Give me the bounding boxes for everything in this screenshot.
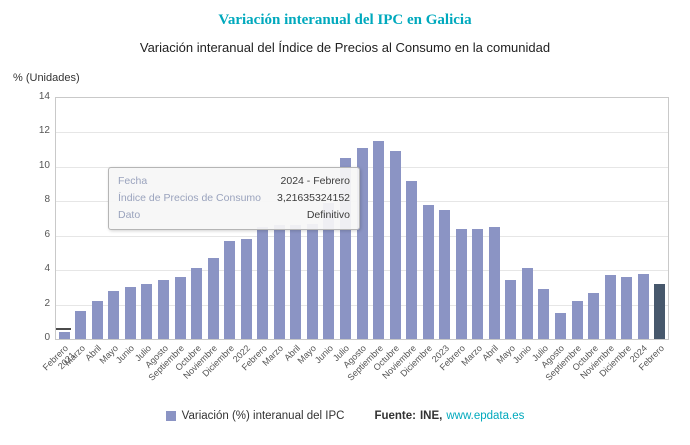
- bar-highlighted[interactable]: [654, 283, 666, 339]
- tooltip-label-indice: Índice de Precios de Consumo: [118, 192, 261, 204]
- y-tick-label: 6: [44, 228, 50, 240]
- bar[interactable]: [422, 204, 434, 339]
- bar[interactable]: [257, 227, 269, 339]
- bar[interactable]: [554, 313, 566, 339]
- stray-mark: [56, 328, 71, 330]
- bar[interactable]: [124, 287, 136, 339]
- y-axis-unit-label: % (Unidades): [13, 72, 80, 84]
- bar[interactable]: [439, 209, 451, 339]
- bar[interactable]: [488, 227, 500, 339]
- bar[interactable]: [339, 158, 351, 339]
- bar[interactable]: [224, 240, 236, 339]
- bar[interactable]: [75, 311, 87, 339]
- epdata-link[interactable]: www.epdata.es: [446, 410, 525, 422]
- bar[interactable]: [191, 268, 203, 339]
- tooltip-row: Dato Definitivo: [118, 207, 350, 224]
- legend: Variación (%) interanual del IPC Fuente:…: [0, 410, 690, 422]
- bar[interactable]: [91, 301, 103, 339]
- y-tick-label: 2: [44, 297, 50, 309]
- y-tick-label: 10: [38, 159, 50, 171]
- tooltip-row: Fecha 2024 - Febrero: [118, 173, 350, 190]
- y-tick-label: 12: [38, 125, 50, 137]
- page-title: Variación interanual del IPC en Galicia: [218, 12, 472, 28]
- bar[interactable]: [240, 239, 252, 339]
- bar[interactable]: [290, 225, 302, 339]
- source-label: Fuente:: [374, 410, 416, 422]
- legend-series-label[interactable]: Variación (%) interanual del IPC: [181, 410, 345, 422]
- bar[interactable]: [108, 290, 120, 339]
- y-tick-label: 0: [44, 332, 50, 343]
- bar[interactable]: [406, 180, 418, 339]
- bar[interactable]: [373, 141, 385, 339]
- bar[interactable]: [158, 280, 169, 339]
- bar[interactable]: [588, 292, 600, 339]
- source-value: INE,: [419, 410, 443, 422]
- bar[interactable]: [621, 277, 633, 339]
- tooltip-value-indice: 3,21635324152: [277, 192, 350, 204]
- plot-area: [55, 97, 669, 340]
- bar[interactable]: [472, 228, 484, 339]
- bar[interactable]: [207, 258, 219, 339]
- bar[interactable]: [637, 273, 649, 339]
- tooltip-value-dato: Definitivo: [306, 209, 350, 221]
- bar[interactable]: [521, 268, 533, 339]
- tooltip-label-fecha: Fecha: [118, 175, 148, 187]
- bar[interactable]: [356, 147, 368, 339]
- bar[interactable]: [323, 203, 335, 339]
- bar[interactable]: [273, 225, 285, 339]
- gridline: [56, 132, 668, 134]
- bar[interactable]: [306, 223, 318, 339]
- y-tick-label: 8: [44, 194, 50, 206]
- tooltip: Fecha 2024 - Febrero Índice de Precios d…: [108, 167, 360, 230]
- bar[interactable]: [571, 301, 583, 339]
- y-tick-label: 14: [38, 91, 50, 102]
- x-axis-labels: Febrero 2021 Marzo Abril Mayo Junio Julio Agos…: [41, 341, 667, 421]
- bar[interactable]: [604, 275, 616, 339]
- y-tick-label: 4: [44, 263, 50, 275]
- chart-subtitle: Variación interanual del Índice de Preci…: [139, 40, 551, 55]
- bar[interactable]: [58, 332, 70, 339]
- tooltip-row: Índice de Precios de Consumo 3,216353241…: [118, 190, 350, 207]
- tooltip-value-fecha: 2024 - Febrero: [280, 175, 350, 187]
- bar[interactable]: [389, 151, 401, 339]
- bar[interactable]: [141, 283, 153, 339]
- bar[interactable]: [455, 228, 467, 339]
- bar[interactable]: [505, 280, 517, 339]
- tooltip-label-dato: Dato: [118, 209, 141, 221]
- legend-swatch[interactable]: [165, 411, 176, 421]
- bar[interactable]: [538, 289, 550, 339]
- bar[interactable]: [174, 277, 186, 339]
